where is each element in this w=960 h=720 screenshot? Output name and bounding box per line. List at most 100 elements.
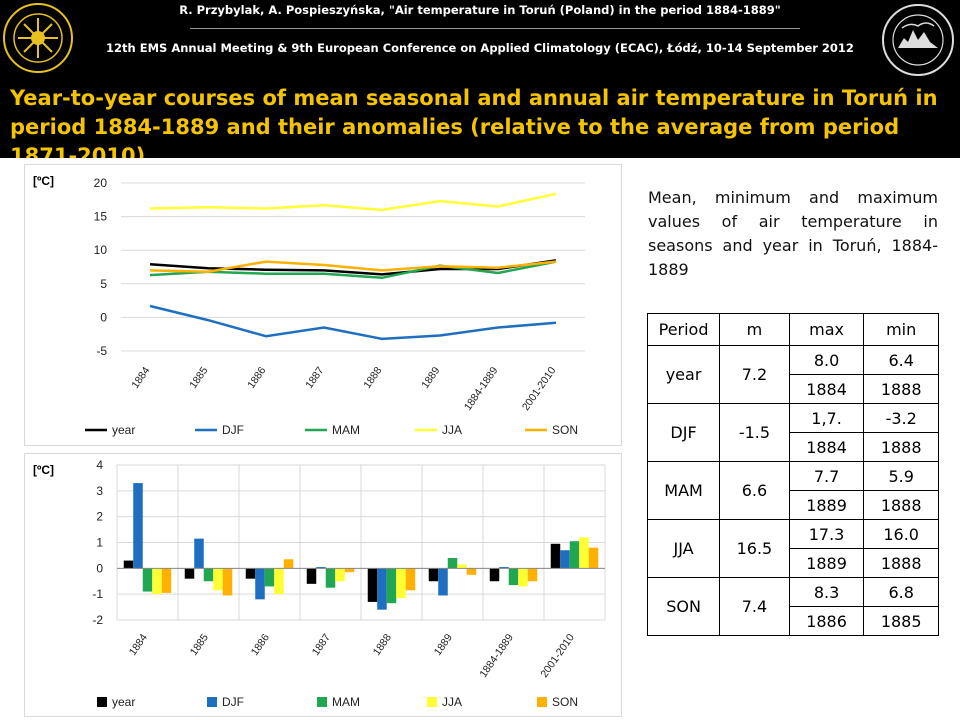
bar-year — [184, 568, 195, 579]
bar-son — [222, 568, 233, 596]
min-cell: 5.9 — [863, 461, 939, 491]
min-cell: -3.2 — [863, 403, 939, 433]
header-divider — [190, 28, 800, 29]
max-year-cell: 1889 — [788, 548, 865, 578]
period-cell: JJA — [646, 519, 721, 578]
y-tick-label: 2 — [96, 510, 103, 524]
bar-chart-anomalies: [ºC] -2 -1 0 1 2 3 4 1884 1885 1886 1887 1888 1889 188… — [24, 453, 622, 717]
min-year-cell: 1888 — [863, 432, 939, 462]
table-row: 1886 1885 — [648, 606, 939, 636]
bar-jja — [152, 568, 162, 595]
content-area: [ºC] -5 0 5 10 15 20 1884 1885 1886 1887 1888 1889 18… — [0, 158, 960, 720]
table-header-row: Period m max min — [646, 313, 939, 346]
bar-jja — [518, 568, 528, 587]
bar-son — [283, 559, 294, 569]
header-min: min — [863, 313, 939, 346]
legend-label: year — [112, 695, 135, 709]
y-tick-label: 0 — [96, 561, 103, 575]
bar-year — [550, 543, 561, 569]
bar-son — [405, 568, 416, 591]
bar-djf — [499, 567, 509, 569]
max-year-cell: 1884 — [788, 374, 865, 404]
series-line-son — [149, 260, 557, 273]
min-cell: 16.0 — [863, 519, 939, 549]
mean-cell: 7.2 — [719, 345, 790, 404]
min-cell: 6.4 — [863, 345, 939, 375]
y-tick-label: 1 — [96, 536, 103, 550]
period-cell: SON — [646, 577, 721, 636]
y-axis-label: [ºC] — [33, 174, 54, 188]
bar-year — [306, 568, 317, 584]
x-tick-label: 1884 — [129, 365, 152, 391]
min-cell: 6.8 — [863, 577, 939, 607]
header-max: max — [788, 313, 865, 346]
period-cell: MAM — [646, 461, 721, 520]
bar-mam — [203, 568, 214, 582]
table-row: JJA 16.5 17.3 16.0 — [646, 519, 939, 578]
x-tick-label: 1886 — [249, 632, 272, 658]
legend-label: JJA — [442, 423, 462, 437]
x-tick-label: 1887 — [303, 365, 326, 391]
table-description: Mean, minimum and maximum values of air … — [648, 188, 938, 279]
legend-label: SON — [552, 695, 578, 709]
bar-jja — [213, 568, 223, 591]
legend-label: year — [112, 423, 135, 437]
max-cell: 17.3 — [788, 519, 865, 549]
legend-swatch-djf — [207, 697, 217, 707]
bar-djf — [133, 483, 143, 569]
bar-year — [367, 568, 378, 602]
legend-label: MAM — [332, 695, 360, 709]
x-tick-label: 1884-1889 — [462, 365, 501, 413]
mean-cell: 6.6 — [719, 461, 790, 520]
max-cell: 1,7. — [788, 403, 865, 433]
period-cell: DJF — [646, 403, 721, 462]
mean-cell: 7.4 — [719, 577, 790, 636]
bar-djf — [377, 568, 387, 610]
mean-cell: -1.5 — [719, 403, 790, 462]
bar-year — [245, 568, 256, 579]
min-year-cell: 1888 — [863, 548, 939, 578]
bar-mam — [447, 558, 458, 569]
bar-mam — [325, 568, 336, 588]
max-year-cell: 1886 — [788, 606, 865, 636]
period-cell: year — [646, 345, 721, 404]
bar-chart-svg: [ºC] -2 -1 0 1 2 3 4 1884 1885 1886 1887 1888 1889 188… — [33, 458, 606, 709]
legend-swatch-jja — [427, 697, 437, 707]
bar-son — [161, 568, 172, 593]
y-tick-label: 20 — [94, 176, 108, 190]
bar-son — [466, 568, 477, 575]
series-line-djf — [149, 304, 557, 341]
max-cell: 8.0 — [788, 345, 865, 375]
y-tick-label: 10 — [94, 243, 108, 257]
x-tick-label: 2001-2010 — [520, 365, 559, 413]
bar-son — [588, 547, 599, 569]
y-tick-label: -1 — [92, 587, 103, 601]
table-row: 1884 1888 — [648, 374, 939, 404]
author-credit: R. Przybylak, A. Pospieszyńska, "Air tem… — [179, 3, 781, 17]
bar-year — [123, 560, 134, 569]
table-row: DJF -1.5 1,7. -3.2 — [646, 403, 939, 462]
line-chart-seasonal-means: [ºC] -5 0 5 10 15 20 1884 1885 1886 1887 1888 1889 18… — [24, 164, 622, 446]
bar-jja — [335, 568, 345, 582]
bar-mam — [386, 568, 397, 604]
stats-table: Period m max min year 7.2 8.0 6.4 1884 1… — [646, 313, 939, 636]
y-tick-label: 4 — [96, 458, 103, 472]
table-row: SON 7.4 8.3 6.8 — [646, 577, 939, 636]
series-line-mam — [149, 260, 557, 280]
legend-label: SON — [552, 423, 578, 437]
y-axis-label: [ºC] — [33, 463, 54, 477]
y-tick-label: 0 — [100, 310, 107, 324]
bar-jja — [396, 568, 406, 599]
bar-djf — [316, 567, 326, 569]
bar-djf — [438, 568, 448, 596]
bar-djf — [560, 550, 570, 569]
bar-mam — [508, 568, 519, 586]
x-tick-label: 1888 — [371, 632, 394, 658]
legend-label: JJA — [442, 695, 462, 709]
x-tick-label: 1885 — [187, 365, 210, 391]
max-cell: 7.7 — [788, 461, 865, 491]
legend-label: DJF — [222, 695, 244, 709]
y-tick-label: 3 — [96, 484, 103, 498]
x-tick-label: 1885 — [188, 632, 211, 658]
x-tick-label: 1888 — [361, 365, 384, 391]
